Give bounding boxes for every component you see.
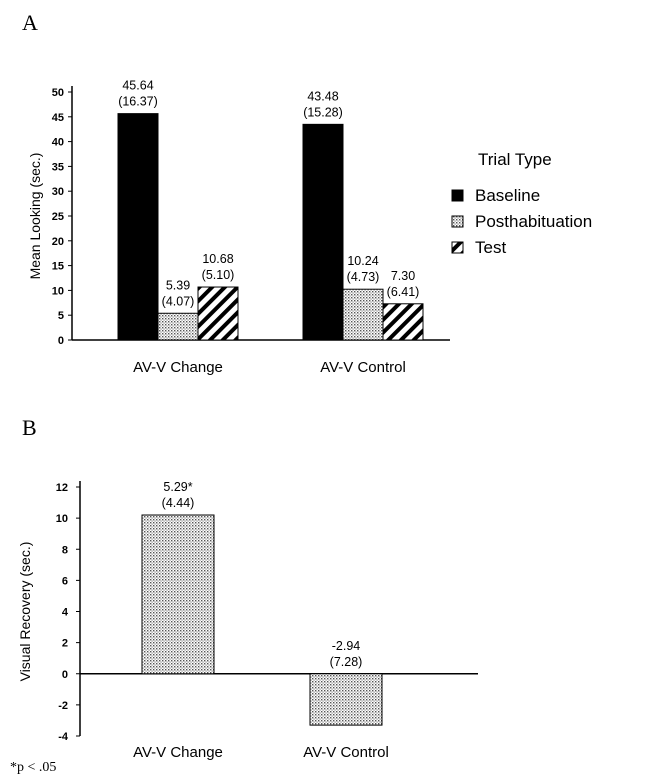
y-tick-label: 6 — [62, 575, 68, 587]
sd-label: (5.10) — [202, 268, 235, 282]
legend-swatch — [451, 215, 464, 228]
sd-label: (4.73) — [347, 270, 380, 284]
bar-test — [382, 303, 424, 341]
y-tick-label: 25 — [52, 211, 64, 223]
legend-label: Baseline — [475, 186, 540, 205]
legend-title: Trial Type — [478, 150, 552, 169]
y-tick-label: 8 — [62, 544, 68, 556]
legend-label: Posthabituation — [475, 212, 592, 231]
category-label: AV-V Control — [320, 359, 406, 376]
legend-swatch — [451, 241, 464, 254]
y-tick-label: 10 — [52, 285, 64, 297]
y-tick-label: -2 — [58, 700, 68, 712]
y-tick-label: 2 — [62, 638, 68, 650]
y-tick-label: 0 — [62, 669, 68, 681]
category-label: AV-V Control — [303, 744, 389, 761]
sd-label: (4.44) — [162, 496, 195, 510]
y-tick-label: 4 — [62, 607, 69, 619]
y-axis-label: Mean Looking (sec.) — [27, 153, 43, 280]
value-label: 45.64 — [122, 79, 153, 93]
footnote: *p < .05 — [10, 760, 57, 775]
y-tick-label: 20 — [52, 236, 64, 248]
value-label: 5.29* — [163, 480, 192, 494]
category-label: AV-V Change — [133, 359, 223, 376]
panel-b-letter: B — [22, 415, 37, 440]
value-label: 10.68 — [202, 252, 233, 266]
value-label: 7.30 — [391, 269, 415, 283]
y-tick-label: 45 — [52, 112, 64, 124]
bar-posthabituation — [157, 312, 199, 341]
bar-visual-recovery — [309, 673, 383, 726]
bar-test — [197, 286, 239, 341]
sd-label: (4.07) — [162, 294, 195, 308]
y-tick-label: 15 — [52, 261, 64, 273]
value-label: -2.94 — [332, 639, 361, 653]
sd-label: (16.37) — [118, 95, 158, 109]
sd-label: (7.28) — [330, 655, 363, 669]
value-label: 43.48 — [307, 89, 338, 103]
legend-label: Test — [475, 238, 506, 257]
y-tick-label: 12 — [56, 482, 68, 494]
y-tick-label: 50 — [52, 87, 64, 99]
bar-baseline — [302, 123, 344, 341]
y-tick-label: -4 — [58, 731, 69, 743]
value-label: 10.24 — [347, 254, 378, 268]
sd-label: (15.28) — [303, 105, 343, 119]
category-label: AV-V Change — [133, 744, 223, 761]
legend-swatch — [451, 189, 464, 202]
sd-label: (6.41) — [387, 285, 420, 299]
bar-posthabituation — [342, 288, 384, 341]
bar-visual-recovery — [141, 514, 215, 675]
y-tick-label: 5 — [58, 310, 64, 322]
bar-baseline — [117, 113, 159, 341]
value-label: 5.39 — [166, 278, 190, 292]
y-tick-label: 35 — [52, 161, 64, 173]
y-tick-label: 0 — [58, 335, 64, 347]
y-tick-label: 30 — [52, 186, 64, 198]
panel-a-letter: A — [22, 10, 38, 35]
y-tick-label: 40 — [52, 137, 64, 149]
y-axis-label: Visual Recovery (sec.) — [17, 542, 33, 682]
y-tick-label: 10 — [56, 513, 68, 525]
